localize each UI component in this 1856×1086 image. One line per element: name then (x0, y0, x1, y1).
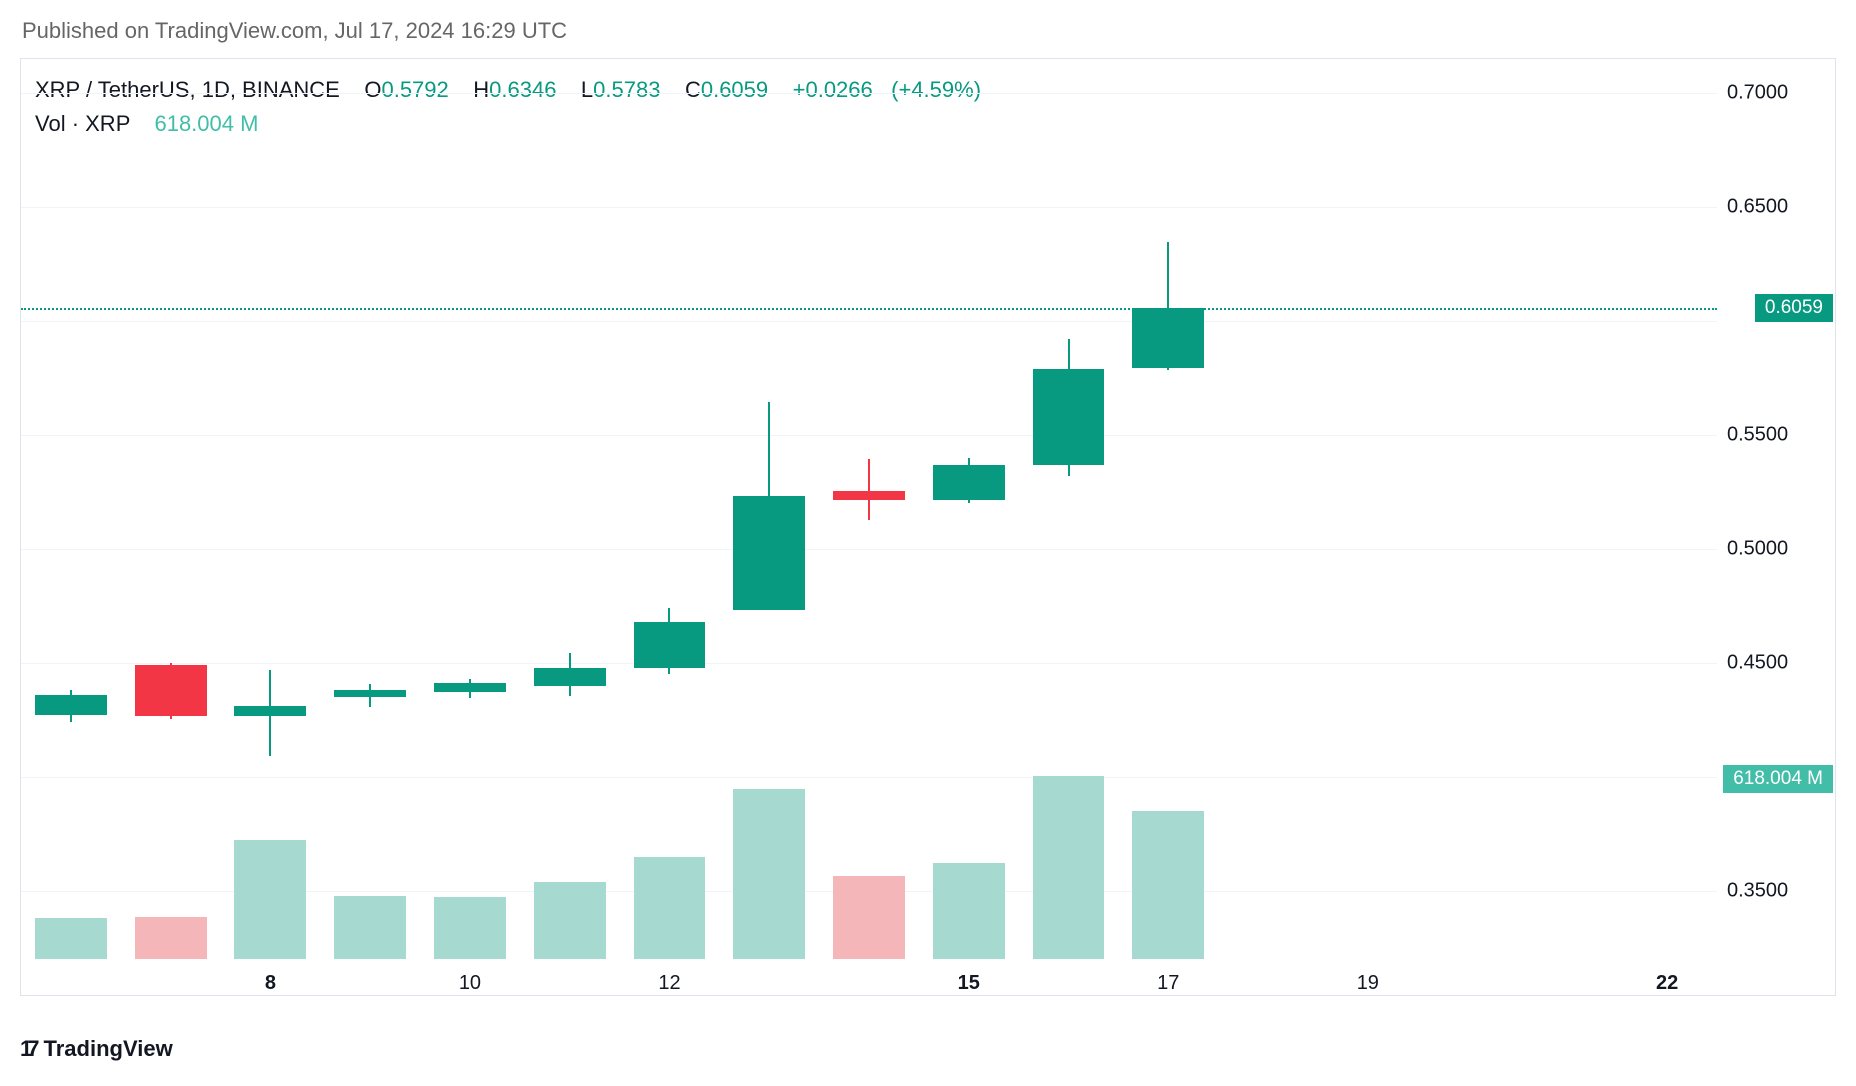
chart-screenshot: Published on TradingView.com, Jul 17, 20… (0, 0, 1856, 1086)
candle-body (833, 491, 905, 500)
candle (234, 59, 306, 959)
y-axis-label: 0.6500 (1727, 196, 1827, 219)
tradingview-watermark: 17 TradingView (20, 1036, 173, 1062)
candle (534, 59, 606, 959)
candle (334, 59, 406, 959)
candle (1132, 59, 1204, 959)
candle-body (634, 622, 706, 669)
candle (35, 59, 107, 959)
candle-body (733, 496, 805, 610)
candle (933, 59, 1005, 959)
candle-body (534, 668, 606, 685)
candle-body (1033, 369, 1105, 465)
tradingview-logo-icon: 17 (20, 1036, 38, 1062)
y-axis-label: 0.5500 (1727, 423, 1827, 446)
candle (634, 59, 706, 959)
candle (135, 59, 207, 959)
chart-panel[interactable]: XRP / TetherUS, 1D, BINANCE O0.5792 H0.6… (20, 58, 1836, 996)
y-axis-label: 0.4500 (1727, 651, 1827, 674)
candle-body (1132, 308, 1204, 369)
candle (434, 59, 506, 959)
x-axis-label: 10 (459, 972, 481, 995)
x-axis-label: 19 (1357, 972, 1379, 995)
candle-body (234, 706, 306, 716)
candle (833, 59, 905, 959)
price-badge: 0.6059 (1755, 294, 1833, 322)
y-axis-label: 0.3500 (1727, 879, 1827, 902)
candle-body (434, 683, 506, 692)
x-axis-label: 17 (1157, 972, 1179, 995)
candle-body (135, 665, 207, 716)
x-axis-label: 8 (265, 972, 276, 995)
x-axis-label: 22 (1656, 972, 1678, 995)
plot-area[interactable]: 0.35000.40000.45000.50000.55000.65000.70… (21, 59, 1717, 959)
y-axis-label: 0.7000 (1727, 82, 1827, 105)
x-axis-label: 12 (658, 972, 680, 995)
publish-line: Published on TradingView.com, Jul 17, 20… (22, 18, 567, 44)
volume-badge: 618.004 M (1723, 765, 1833, 793)
y-axis-label: 0.5000 (1727, 537, 1827, 560)
candle (733, 59, 805, 959)
candle (1033, 59, 1105, 959)
candle-body (35, 695, 107, 716)
x-axis-label: 15 (958, 972, 980, 995)
candle-wick (868, 459, 870, 521)
candle-body (933, 465, 1005, 500)
candle-body (334, 690, 406, 697)
tradingview-label: TradingView (44, 1036, 173, 1062)
